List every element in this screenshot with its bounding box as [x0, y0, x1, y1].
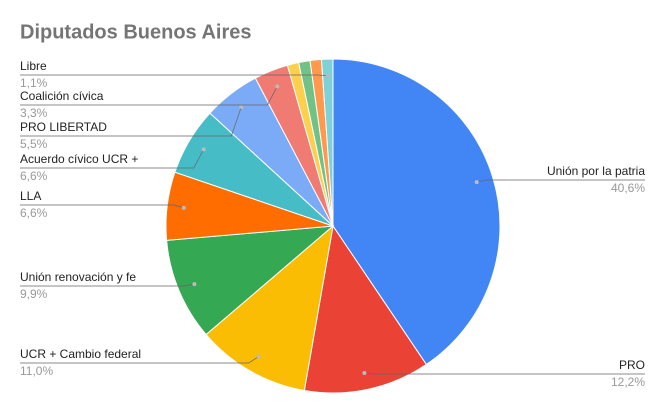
pie-slice [303, 224, 428, 394]
leader-line [20, 74, 328, 77]
slice-value-label: 5,5% [20, 137, 48, 151]
leader-line [20, 356, 259, 364]
slice-label: LLA [20, 189, 41, 203]
slice-value-label: 3,3% [20, 106, 48, 120]
pie-slice [166, 225, 335, 336]
slice-value-label: 40,6% [611, 181, 645, 195]
leader-dot [192, 282, 197, 287]
leader-dot [325, 73, 330, 78]
slice-label: Acuerdo cívico UCR + [20, 152, 138, 166]
pie-slice [320, 58, 334, 227]
leader-dot [275, 84, 280, 89]
leader-line [476, 179, 645, 183]
leader-dot [181, 205, 186, 210]
slice-value-label: 1,1% [20, 76, 48, 90]
slice-label: Libre [20, 59, 47, 73]
leader-dot [256, 354, 261, 359]
leader-line [20, 204, 184, 209]
slice-value-label: 6,6% [20, 169, 48, 183]
slice-label: Coalición cívica [20, 89, 104, 103]
pie-slice [332, 58, 501, 366]
slice-value-label: 11,0% [20, 364, 53, 378]
leader-line [20, 283, 195, 287]
leader-dot [239, 104, 244, 109]
slice-value-label: 12,2% [611, 375, 645, 389]
leader-line [20, 86, 278, 106]
slice-label: PRO LIBERTAD [20, 120, 107, 134]
slice-label: UCR + Cambio federal [20, 347, 141, 361]
leader-dot [201, 147, 206, 152]
leader-dot [362, 370, 367, 375]
pie-slice [205, 224, 334, 392]
slice-value-label: 9,9% [20, 287, 48, 301]
slice-label: Unión por la patria [547, 164, 645, 178]
chart-title: Diputados Buenos Aires [20, 21, 252, 43]
leader-line [20, 106, 242, 137]
slice-label: PRO [619, 358, 645, 372]
leader-line [20, 149, 205, 169]
slice-label: Unión renovación y fe [20, 270, 136, 284]
slice-value-label: 6,6% [20, 206, 48, 220]
leader-line [364, 372, 645, 375]
leader-dot [474, 180, 479, 185]
